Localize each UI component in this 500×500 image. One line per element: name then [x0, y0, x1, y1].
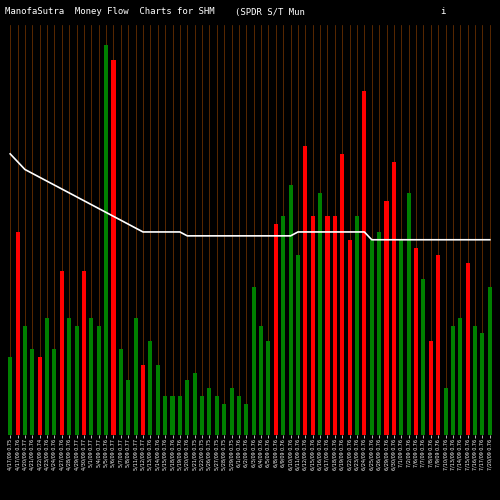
Bar [178, 396, 182, 435]
Bar [259, 326, 263, 435]
Bar [444, 388, 448, 435]
Bar [480, 334, 484, 435]
Bar [60, 271, 64, 435]
Bar [304, 146, 308, 435]
Bar [104, 44, 108, 435]
Bar [141, 364, 145, 435]
Bar [82, 271, 86, 435]
Bar [134, 318, 138, 435]
Bar [377, 232, 381, 435]
Bar [473, 326, 477, 435]
Bar [215, 396, 219, 435]
Text: (SPDR S/T Mun: (SPDR S/T Mun [235, 8, 305, 16]
Bar [266, 342, 270, 435]
Bar [348, 240, 352, 435]
Bar [208, 388, 212, 435]
Bar [392, 162, 396, 435]
Bar [148, 342, 152, 435]
Bar [112, 60, 116, 435]
Bar [16, 232, 20, 435]
Bar [119, 349, 123, 435]
Bar [422, 279, 426, 435]
Bar [310, 216, 315, 435]
Bar [355, 216, 359, 435]
Bar [466, 263, 469, 435]
Bar [38, 357, 42, 435]
Bar [252, 286, 256, 435]
Bar [200, 396, 204, 435]
Bar [429, 342, 433, 435]
Bar [318, 193, 322, 435]
Bar [362, 92, 366, 435]
Bar [30, 349, 34, 435]
Bar [96, 326, 100, 435]
Bar [406, 193, 410, 435]
Bar [52, 349, 56, 435]
Bar [23, 326, 27, 435]
Bar [156, 364, 160, 435]
Bar [326, 216, 330, 435]
Bar [274, 224, 278, 435]
Bar [488, 286, 492, 435]
Bar [8, 357, 12, 435]
Bar [185, 380, 190, 435]
Bar [458, 318, 462, 435]
Bar [296, 256, 300, 435]
Bar [370, 240, 374, 435]
Bar [288, 185, 292, 435]
Bar [230, 388, 234, 435]
Bar [451, 326, 455, 435]
Bar [222, 404, 226, 435]
Bar [436, 256, 440, 435]
Bar [45, 318, 49, 435]
Bar [192, 372, 196, 435]
Bar [163, 396, 167, 435]
Bar [281, 216, 285, 435]
Bar [244, 404, 248, 435]
Bar [90, 318, 94, 435]
Bar [414, 248, 418, 435]
Text: ManofaSutra  Money Flow  Charts for SHM: ManofaSutra Money Flow Charts for SHM [5, 8, 214, 16]
Bar [384, 200, 388, 435]
Bar [400, 240, 404, 435]
Bar [74, 326, 78, 435]
Bar [237, 396, 241, 435]
Text: i: i [440, 8, 446, 16]
Bar [340, 154, 344, 435]
Bar [170, 396, 174, 435]
Bar [333, 216, 337, 435]
Bar [67, 318, 71, 435]
Bar [126, 380, 130, 435]
